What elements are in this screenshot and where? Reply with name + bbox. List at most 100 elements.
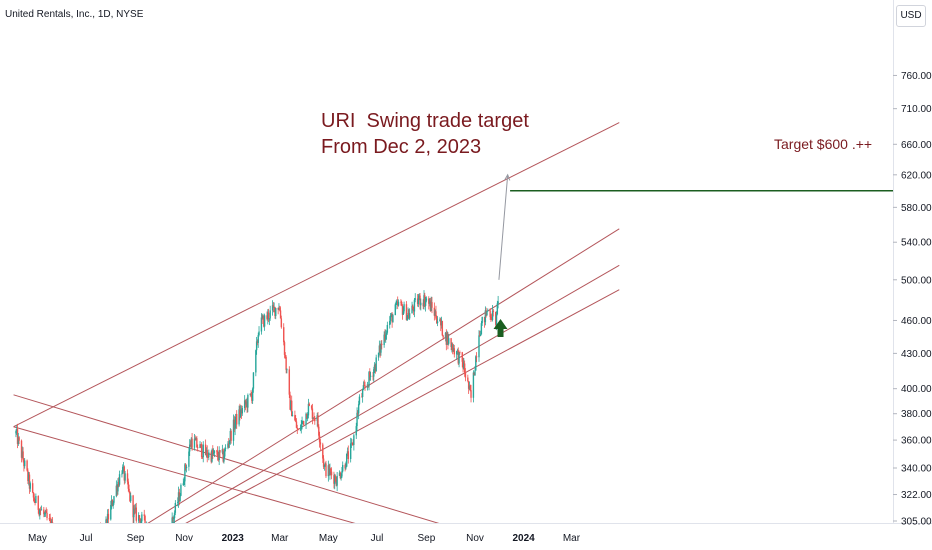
candle-body [118,481,120,485]
currency-button[interactable]: USD [896,5,926,27]
candle-body [280,318,283,328]
candle-body [428,300,431,304]
candle-body [329,469,331,475]
candle-body [183,481,185,484]
candle-body [324,463,326,466]
candle-body [249,393,251,395]
candle-body [383,334,385,346]
candle-body [330,471,333,476]
candle-body [440,321,443,326]
candle-body [328,465,330,475]
candle-body [235,413,237,423]
candle-body [193,438,196,448]
candle-body [137,515,140,521]
candle-body [200,444,203,457]
candle-body [430,302,432,311]
candle-body [168,534,169,535]
candle-body [294,420,297,422]
candle-body [252,372,255,389]
candle-body [236,413,238,425]
candle-body [386,324,389,333]
x-tick-label: 2024 [513,533,536,544]
y-tick-label: 430.00 [901,349,932,360]
candle-body [48,517,51,520]
candle-body [33,497,35,502]
x-tick-label: Nov [175,533,193,544]
candle-body [374,364,377,372]
candle-body [188,451,190,467]
candle-body [312,417,314,419]
candle-body [448,338,450,344]
candle-body [322,458,325,467]
candle-body [451,344,453,347]
candle-body [105,519,107,523]
candle-body [29,483,31,489]
candle-body [20,440,23,458]
candle-body [364,385,366,388]
candle-body [143,514,145,516]
candle-body [300,424,302,430]
candle-body [117,481,119,492]
candle-body [129,491,131,502]
candle-body [396,301,398,305]
candle-body [22,451,24,461]
candle-body [57,529,58,542]
channel-line-upper [13,122,620,428]
candle-body [139,518,141,523]
candle-body [299,429,302,431]
candle-body [472,372,475,398]
candle-body [177,492,180,503]
candle-body [247,394,249,408]
candle-body [46,512,48,518]
candle-body [272,305,275,308]
candle-body [228,443,230,445]
symbol-title: United Rentals, Inc., 1D, NYSE [5,9,144,20]
candle-body [185,464,187,469]
candle-body [190,438,192,447]
candle-body [240,409,243,414]
candle-body [353,435,355,445]
candle-body [167,538,168,542]
candle-body [301,420,303,425]
candle-body [444,332,447,338]
candle-body [420,302,422,306]
candle-body [347,451,349,459]
candle-body [97,540,98,541]
candle-body [27,470,29,482]
candle-body [314,418,316,422]
candle-body [417,299,420,305]
candle-body [310,405,313,409]
candle-body [475,356,478,358]
candle-body [401,305,404,315]
candle-body [179,495,181,502]
y-tick-label: 540.00 [901,238,932,249]
candle-body [85,545,86,546]
candle-body [229,431,232,441]
candle-body [316,415,318,422]
candle-body [246,401,248,408]
candle-body [221,449,224,453]
candle-body [467,377,469,382]
candle-body [369,372,371,377]
candle-body [31,483,34,493]
candle-body [96,532,97,540]
candle-body [133,508,136,510]
candle-body [144,515,146,523]
candle-body [17,437,20,444]
target-arrow-head [504,173,511,181]
candle-body [412,309,415,312]
candle-body [361,396,363,398]
target-label: Target $600 .++ [774,136,872,152]
candle-body [233,419,236,430]
candle-body [171,517,173,523]
candle-body [111,500,114,506]
candle-body [358,396,361,405]
x-tick-label: Jul [80,533,93,544]
candle-body [357,412,359,414]
candle-body [334,476,336,484]
y-tick-label: 460.00 [901,316,932,327]
candle-body [45,510,47,513]
candle-body [213,450,216,454]
candle-body [216,450,218,452]
candle-body [211,449,213,462]
